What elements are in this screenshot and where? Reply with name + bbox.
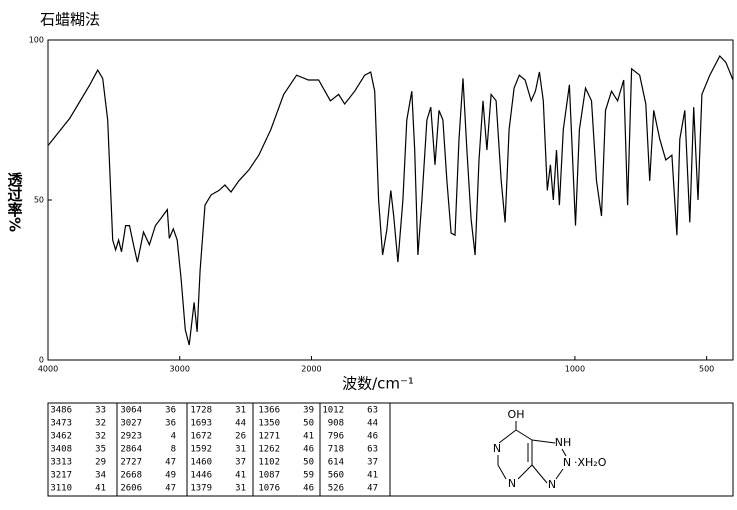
peak-wavenumber: 1728 [190, 406, 212, 416]
peak-wavenumber: 3313 [50, 458, 72, 468]
peak-wavenumber: 1693 [190, 419, 212, 429]
peak-wavenumber: 2864 [120, 445, 142, 455]
peak-wavenumber: 1366 [258, 406, 280, 416]
peak-transmittance: 63 [367, 445, 378, 455]
peak-transmittance: 46 [303, 445, 314, 455]
peak-wavenumber: 1460 [190, 458, 212, 468]
plot-frame [47, 39, 734, 361]
peak-transmittance: 47 [165, 484, 176, 494]
y-tick-label: 50 [34, 196, 44, 205]
peak-transmittance: 44 [235, 419, 246, 429]
peak-transmittance: 50 [303, 419, 314, 429]
peak-transmittance: 59 [303, 471, 314, 481]
peak-transmittance: 32 [95, 432, 106, 442]
structure-label: NH [555, 436, 572, 449]
peak-wavenumber: 3486 [50, 406, 72, 416]
peak-transmittance: 34 [95, 471, 106, 481]
peak-transmittance: 37 [367, 458, 378, 468]
peak-transmittance: 41 [95, 484, 106, 494]
peak-transmittance: 4 [171, 432, 176, 442]
peak-wavenumber: 1592 [190, 445, 212, 455]
peak-transmittance: 63 [367, 406, 378, 416]
peak-wavenumber: 614 [328, 458, 344, 468]
structure-label: N [508, 477, 516, 490]
peak-wavenumber: 1350 [258, 419, 280, 429]
x-tick-label: 500 [699, 365, 714, 374]
structure-bonds [497, 421, 567, 484]
peak-wavenumber: 3408 [50, 445, 72, 455]
peak-wavenumber: 3217 [50, 471, 72, 481]
peak-transmittance: 31 [235, 484, 246, 494]
peak-transmittance: 47 [165, 458, 176, 468]
peak-transmittance: 31 [235, 406, 246, 416]
peak-wavenumber: 2727 [120, 458, 142, 468]
peak-transmittance: 8 [171, 445, 176, 455]
x-axis-label: 波数/cm⁻¹ [342, 375, 414, 393]
peak-transmittance: 29 [95, 458, 106, 468]
peak-wavenumber: 1076 [258, 484, 280, 494]
peak-transmittance: 41 [235, 471, 246, 481]
peak-wavenumber: 1087 [258, 471, 280, 481]
peak-transmittance: 37 [235, 458, 246, 468]
peak-wavenumber: 1271 [258, 432, 280, 442]
table-separators [116, 403, 391, 496]
y-axis-label: 透过率% [6, 172, 24, 232]
peak-transmittance: 32 [95, 419, 106, 429]
peak-wavenumber: 1672 [190, 432, 212, 442]
peak-transmittance: 44 [367, 419, 378, 429]
peak-transmittance: 26 [235, 432, 246, 442]
spectrum-line [47, 54, 734, 346]
peak-wavenumber: 1379 [190, 484, 212, 494]
peak-wavenumber: 1102 [258, 458, 280, 468]
peak-transmittance: 50 [303, 458, 314, 468]
peak-transmittance: 46 [303, 484, 314, 494]
peak-wavenumber: 1012 [322, 406, 344, 416]
peak-wavenumber: 3027 [120, 419, 142, 429]
peak-wavenumber: 3473 [50, 419, 72, 429]
peak-transmittance: 33 [95, 406, 106, 416]
peak-wavenumber: 3110 [50, 484, 72, 494]
peak-transmittance: 31 [235, 445, 246, 455]
peak-wavenumber: 1262 [258, 445, 280, 455]
peak-wavenumber: 1446 [190, 471, 212, 481]
peak-transmittance: 49 [165, 471, 176, 481]
peak-transmittance: 35 [95, 445, 106, 455]
x-tick-label: 1000 [565, 365, 585, 374]
structure-label: N [493, 442, 501, 455]
peak-wavenumber: 560 [328, 471, 344, 481]
x-tick-label: 2000 [301, 365, 321, 374]
chart-title: 石蜡糊法 [40, 11, 100, 29]
structure-label: N [548, 478, 556, 491]
x-tick-label: 4000 [38, 365, 58, 374]
structure-label: ·XH₂O [574, 456, 607, 469]
peak-wavenumber: 2923 [120, 432, 142, 442]
peak-transmittance: 41 [303, 432, 314, 442]
peak-wavenumber: 2606 [120, 484, 142, 494]
peak-wavenumber: 908 [328, 419, 344, 429]
peak-transmittance: 36 [165, 419, 176, 429]
peak-wavenumber: 2668 [120, 471, 142, 481]
structure-label: N [563, 456, 571, 469]
peak-transmittance: 39 [303, 406, 314, 416]
peak-wavenumber: 3462 [50, 432, 72, 442]
peak-transmittance: 41 [367, 471, 378, 481]
y-tick-label: 100 [29, 36, 44, 45]
peak-wavenumber: 796 [328, 432, 344, 442]
x-tick-label: 3000 [170, 365, 190, 374]
peak-transmittance: 46 [367, 432, 378, 442]
peak-wavenumber: 3064 [120, 406, 142, 416]
peak-wavenumber: 526 [328, 484, 344, 494]
structure-label: OH [508, 408, 525, 421]
peak-transmittance: 36 [165, 406, 176, 416]
peak-wavenumber: 718 [328, 445, 344, 455]
peak-transmittance: 47 [367, 484, 378, 494]
y-tick-label: 0 [39, 356, 44, 365]
